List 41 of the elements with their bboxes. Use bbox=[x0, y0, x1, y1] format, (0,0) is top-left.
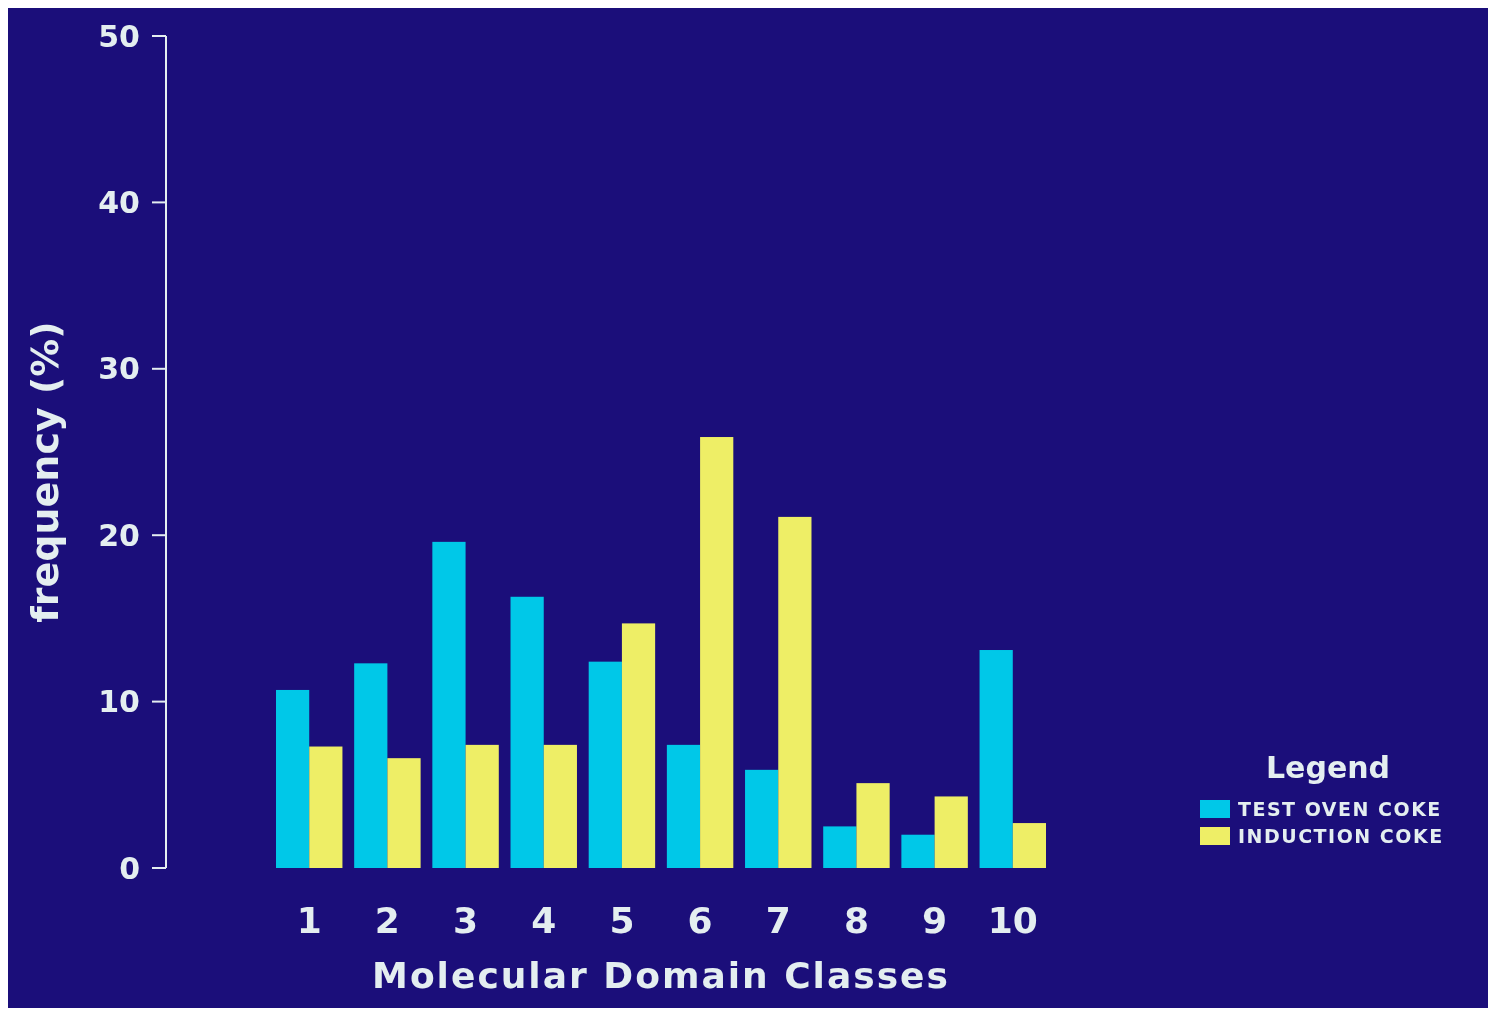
x-tick-label: 6 bbox=[687, 899, 713, 941]
bar bbox=[823, 826, 857, 868]
legend-label: TEST OVEN COKE bbox=[1238, 797, 1442, 820]
x-tick-label: 3 bbox=[453, 899, 479, 941]
bar bbox=[621, 623, 656, 868]
x-tick-label: 5 bbox=[609, 899, 635, 941]
x-axis-title: Molecular Domain Classes bbox=[372, 955, 950, 996]
bar bbox=[666, 744, 701, 868]
x-tick-label: 10 bbox=[987, 899, 1038, 941]
x-tick-label: 2 bbox=[374, 899, 400, 941]
bar bbox=[700, 437, 734, 868]
x-tick-label: 7 bbox=[765, 899, 791, 941]
bar bbox=[276, 689, 310, 868]
x-tick-label: 4 bbox=[531, 899, 557, 941]
bar bbox=[432, 541, 466, 868]
y-tick-label: 30 bbox=[98, 351, 140, 387]
bar bbox=[979, 650, 1013, 868]
y-tick-label: 40 bbox=[98, 184, 140, 220]
x-tick-label: 8 bbox=[843, 899, 869, 941]
bar bbox=[901, 834, 935, 868]
bar bbox=[778, 516, 812, 868]
bar bbox=[1012, 823, 1046, 868]
x-tick-label: 1 bbox=[296, 899, 322, 941]
bar bbox=[745, 769, 779, 868]
bar bbox=[354, 663, 388, 868]
bar bbox=[309, 746, 343, 868]
bar bbox=[543, 744, 577, 868]
bar bbox=[465, 744, 499, 868]
legend-title: Legend bbox=[1265, 750, 1391, 785]
bar bbox=[934, 796, 968, 868]
x-tick-label: 9 bbox=[922, 899, 948, 941]
bar bbox=[856, 783, 890, 868]
y-axis-title: frequency (%) bbox=[23, 321, 67, 623]
y-tick-label: 0 bbox=[119, 850, 140, 886]
y-tick-label: 20 bbox=[98, 517, 140, 553]
y-tick-label: 10 bbox=[98, 684, 140, 720]
y-tick-label: 50 bbox=[98, 18, 140, 54]
bar bbox=[510, 596, 544, 868]
bar bbox=[387, 758, 421, 868]
bar bbox=[588, 661, 622, 868]
legend-label: INDUCTION COKE bbox=[1238, 824, 1444, 847]
